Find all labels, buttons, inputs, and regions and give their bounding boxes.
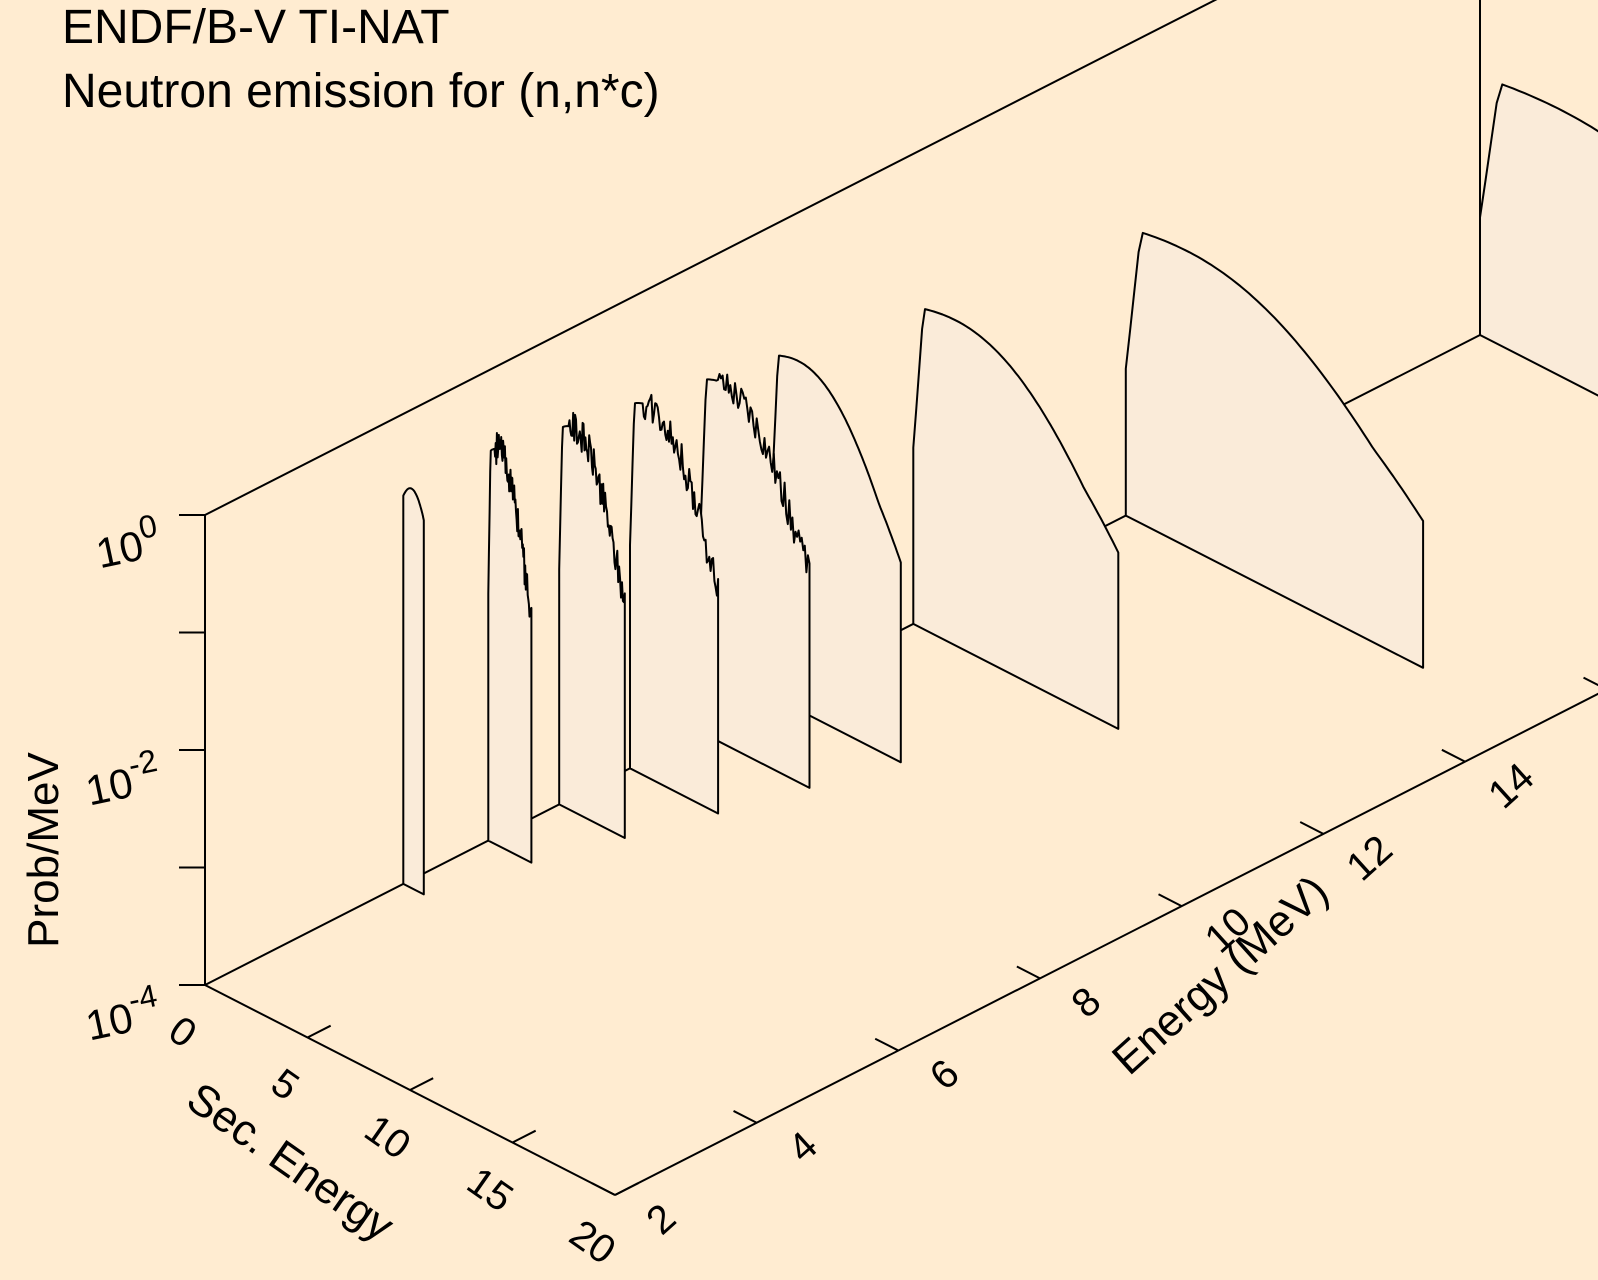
x-tick: [614, 1182, 639, 1196]
y-tick: [1583, 676, 1598, 687]
spectrum-slice-6: [487, 432, 533, 864]
spectrum-slice-15: [1124, 231, 1425, 669]
y-tick: [1158, 893, 1183, 908]
y-tick: [733, 1110, 758, 1124]
spectrum-slice-9: [699, 373, 811, 789]
z-tick-label: 10-4: [79, 977, 165, 1049]
x-tick-label: 20: [562, 1212, 624, 1274]
spectrum-slice-8: [629, 393, 720, 815]
y-tick-label: 2: [638, 1196, 684, 1244]
y-tick: [1299, 821, 1324, 835]
z-axis-label: Prob/MeV: [19, 752, 68, 948]
spectrum-slice-20: [1479, 83, 1598, 397]
x-tick: [409, 1077, 434, 1091]
y-tick: [1016, 965, 1041, 980]
y-axis-line: [614, 692, 1598, 1196]
y-tick-label: 14: [1480, 755, 1543, 817]
y-tick: [874, 1037, 899, 1052]
spectrum-slice-12: [912, 308, 1120, 730]
y-tick-label: 4: [780, 1123, 826, 1171]
spectrum-slice-4-8: [402, 487, 425, 896]
spectrum-slice-7: [558, 411, 626, 839]
z-tick-label: 10-2: [79, 742, 165, 814]
y-tick-label: 6: [922, 1051, 968, 1099]
chart-subtitle: Neutron emission for (n,n*c): [62, 65, 660, 118]
x-tick-label: 15: [459, 1159, 521, 1221]
y-tick: [1441, 748, 1466, 763]
series-group: [402, 83, 1598, 896]
chart-title: ENDF/B-V TI-NAT: [62, 1, 450, 54]
x-tick: [512, 1129, 537, 1144]
x-tick-label: 0: [161, 1008, 204, 1057]
axis-labels-group: Prob/MeV Sec. Energy Energy (MeV): [19, 752, 1338, 1251]
x-tick-label: 10: [357, 1107, 419, 1169]
x-tick: [307, 1024, 332, 1039]
y-axis-label: Energy (MeV): [1103, 866, 1337, 1084]
z-tick-label: 100: [90, 507, 165, 577]
y-tick-label: 12: [1338, 827, 1401, 889]
wall-top-edge: [204, 0, 1218, 516]
x-axis-label: Sec. Energy: [178, 1073, 402, 1251]
y-tick: [591, 1182, 616, 1196]
y-tick-label: 8: [1063, 979, 1109, 1027]
x-tick-label: 5: [263, 1060, 306, 1109]
